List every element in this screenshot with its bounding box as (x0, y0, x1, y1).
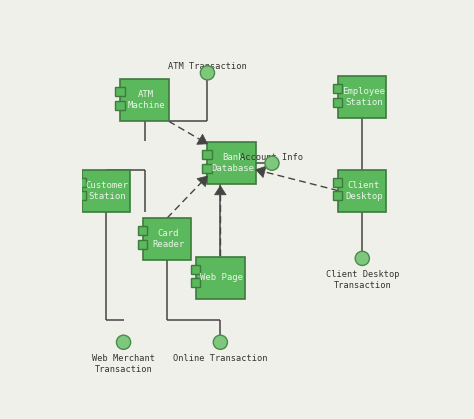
FancyBboxPatch shape (76, 191, 86, 200)
FancyBboxPatch shape (196, 257, 245, 299)
Text: Account Info: Account Info (240, 153, 303, 162)
FancyBboxPatch shape (338, 170, 386, 212)
Circle shape (117, 335, 131, 349)
Circle shape (213, 335, 228, 349)
FancyBboxPatch shape (202, 150, 212, 159)
FancyBboxPatch shape (115, 88, 125, 96)
FancyBboxPatch shape (82, 170, 130, 212)
FancyBboxPatch shape (115, 101, 125, 110)
FancyBboxPatch shape (191, 278, 201, 287)
FancyBboxPatch shape (202, 164, 212, 173)
FancyBboxPatch shape (137, 240, 147, 248)
Circle shape (355, 251, 369, 266)
Text: Online Transaction: Online Transaction (173, 354, 268, 362)
Text: Employee
Station: Employee Station (342, 87, 385, 107)
Circle shape (201, 66, 215, 80)
Polygon shape (215, 186, 226, 195)
FancyBboxPatch shape (338, 76, 386, 118)
FancyBboxPatch shape (120, 79, 169, 121)
FancyBboxPatch shape (137, 226, 147, 235)
Text: Web Merchant
Transaction: Web Merchant Transaction (92, 354, 155, 374)
Circle shape (265, 156, 279, 170)
Text: Web Page: Web Page (201, 273, 243, 282)
FancyBboxPatch shape (333, 178, 342, 187)
Text: ATM
Machine: ATM Machine (127, 90, 165, 110)
FancyBboxPatch shape (333, 84, 342, 93)
Polygon shape (197, 134, 208, 144)
Text: Client Desktop
Transaction: Client Desktop Transaction (326, 270, 399, 290)
FancyBboxPatch shape (208, 142, 256, 184)
FancyBboxPatch shape (191, 265, 201, 274)
FancyBboxPatch shape (143, 218, 191, 260)
FancyBboxPatch shape (333, 98, 342, 106)
Polygon shape (197, 176, 208, 186)
Text: Client
Desktop: Client Desktop (345, 181, 383, 201)
Text: Bank
Database: Bank Database (211, 153, 255, 173)
FancyBboxPatch shape (76, 178, 86, 187)
Text: Customer
Station: Customer Station (86, 181, 129, 201)
Polygon shape (256, 166, 266, 178)
Text: ATM Transaction: ATM Transaction (168, 62, 247, 71)
FancyBboxPatch shape (333, 191, 342, 200)
Text: Card
Reader: Card Reader (153, 229, 185, 249)
